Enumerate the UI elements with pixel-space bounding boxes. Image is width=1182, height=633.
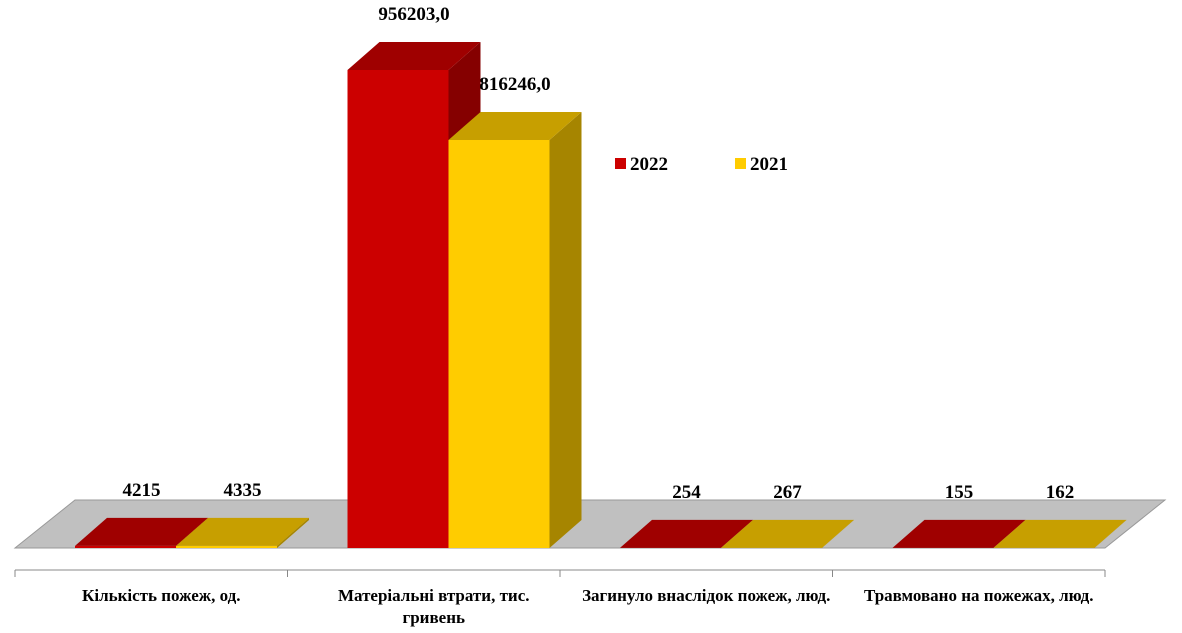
bar-front [347, 70, 449, 548]
bar-top [892, 519, 1026, 548]
bar-top [448, 111, 582, 140]
bar-top [176, 517, 309, 546]
bar-side [822, 519, 854, 548]
x-tick-label: Загинуло внаслідок пожеж, люд. [582, 586, 831, 605]
data-label: 4335 [224, 480, 262, 501]
bar-top [347, 42, 481, 70]
bar-top [620, 519, 753, 548]
bar [448, 111, 582, 549]
bar-front [176, 545, 277, 548]
bar-top [721, 519, 854, 548]
bar [176, 517, 309, 548]
data-label: 155 [945, 482, 974, 503]
legend-swatch [735, 158, 746, 169]
bar-side [549, 111, 582, 548]
data-label: 956203,0 [378, 4, 449, 25]
data-label: 254 [672, 482, 701, 503]
data-label: 162 [1046, 482, 1075, 503]
bar-side [277, 517, 309, 548]
bar [721, 519, 854, 548]
bar [993, 519, 1127, 548]
bar-front [448, 139, 550, 549]
bar-side [1094, 519, 1127, 548]
bar-top [75, 517, 208, 546]
bar-front [75, 545, 176, 548]
bar-top [993, 519, 1127, 548]
legend-label: 2021 [750, 154, 788, 175]
data-label: 267 [773, 482, 802, 503]
x-tick-label: Матеріальні втрати, тис. гривень [337, 586, 530, 627]
data-label: 4215 [123, 480, 161, 501]
legend-label: 2022 [630, 154, 668, 175]
legend-swatch [615, 158, 626, 169]
x-tick-label: Кількість пожеж, од. [82, 586, 241, 605]
x-tick-label: Травмовано на пожежах, люд. [864, 586, 1094, 605]
data-label: 816246,0 [479, 74, 550, 95]
